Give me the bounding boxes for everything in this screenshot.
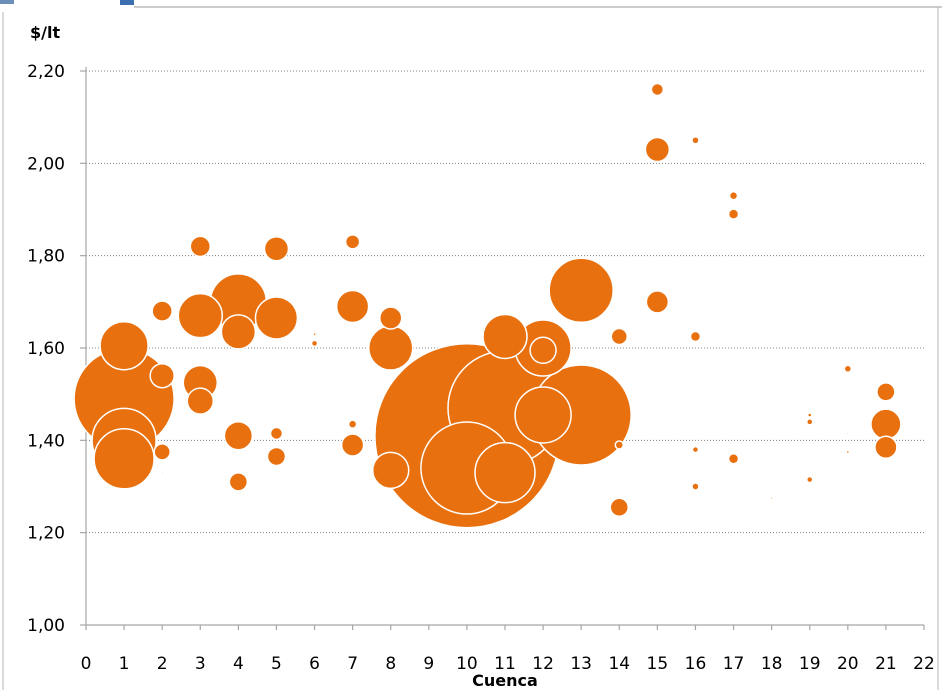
- x-tick-label: 6: [309, 654, 320, 674]
- x-tick-label: 21: [875, 654, 897, 674]
- bubble-point: [691, 136, 700, 145]
- x-tick-label: 15: [647, 654, 669, 674]
- x-tick-label: 10: [456, 654, 478, 674]
- x-tick-label: 16: [685, 654, 707, 674]
- bubble-point: [220, 314, 257, 350]
- y-tick-label: 2,00: [27, 154, 65, 174]
- y-tick-label: 1,60: [27, 339, 65, 359]
- bubble-point: [344, 234, 361, 250]
- bubble-point: [223, 420, 254, 451]
- bubble-point: [689, 330, 702, 343]
- tick-labels: 1,001,201,401,601,802,002,200 1 2 3 4 5 6 7 8 9 10…: [27, 62, 935, 674]
- x-tick-label: 22: [913, 654, 935, 674]
- bubble-point: [177, 292, 224, 339]
- x-tick-label: 4: [233, 654, 244, 674]
- bubble-point: [805, 475, 814, 484]
- bubble-point: [876, 382, 896, 402]
- bubble-point: [609, 497, 630, 518]
- bubble-point: [340, 433, 365, 457]
- x-tick-label: 5: [271, 654, 282, 674]
- bubble-point: [254, 296, 299, 340]
- bubble-point: [93, 428, 155, 490]
- bubble-point: [99, 320, 149, 371]
- x-tick-label: 19: [799, 654, 821, 674]
- bubble-point: [263, 235, 290, 262]
- bubble-point: [769, 496, 774, 500]
- bubbles: [73, 82, 902, 529]
- bubble-point: [805, 418, 814, 426]
- bubble-point: [312, 331, 317, 337]
- bubble-point: [153, 443, 171, 461]
- bubble-point: [269, 426, 284, 441]
- bubble-point: [228, 472, 249, 492]
- bubble-point: [266, 446, 287, 467]
- bubble-point: [843, 364, 853, 374]
- bubble-point: [482, 313, 528, 360]
- bubble-point: [728, 190, 739, 201]
- bubble-point: [514, 386, 572, 444]
- x-tick-label: 18: [761, 654, 783, 674]
- bubble-point: [644, 136, 671, 163]
- y-tick-label: 2,20: [27, 62, 65, 82]
- y-tick-label: 1,80: [27, 247, 65, 267]
- bubble-point: [312, 420, 317, 424]
- x-tick-label: 9: [423, 654, 434, 674]
- x-tick-label: 17: [723, 654, 745, 674]
- bubble-point: [691, 445, 700, 454]
- bubble-point: [186, 387, 215, 415]
- bubble-point: [691, 482, 700, 491]
- bubble-point: [645, 290, 670, 314]
- x-tick-label: 7: [347, 654, 358, 674]
- bubble-point: [347, 419, 358, 429]
- header-fragment-left: [0, 0, 14, 4]
- bubble-point: [310, 339, 319, 348]
- x-tick-label: 8: [385, 654, 396, 674]
- x-tick-label: 12: [532, 654, 554, 674]
- x-axis-title: Cuenca: [472, 671, 538, 690]
- axes: [80, 67, 925, 630]
- y-axis-title: $/lt: [30, 23, 60, 42]
- x-tick-label: 13: [570, 654, 592, 674]
- x-tick-label: 1: [119, 654, 130, 674]
- bubble-point: [548, 257, 614, 324]
- bubble-point: [727, 453, 740, 465]
- bubble-point: [474, 441, 536, 504]
- bubble-point: [846, 431, 850, 436]
- bubble-point: [870, 408, 902, 440]
- bubble-point: [650, 82, 665, 97]
- bubble-point: [529, 336, 557, 365]
- bubble-point: [610, 327, 629, 346]
- bubble-point: [367, 325, 414, 371]
- bubble-point: [874, 435, 898, 460]
- bubble-point: [614, 440, 625, 450]
- y-tick-label: 1,20: [27, 524, 65, 544]
- y-tick-label: 1,40: [27, 431, 65, 451]
- x-tick-label: 2: [157, 654, 168, 674]
- bubble-point: [160, 470, 164, 475]
- bubble-point: [149, 362, 175, 389]
- x-tick-label: 20: [837, 654, 859, 674]
- bubble-point: [151, 300, 173, 322]
- header-fragment-accent: [120, 0, 134, 5]
- bubble-point: [335, 289, 370, 324]
- bubble-point: [806, 412, 813, 418]
- bubble-point: [189, 235, 212, 258]
- bubble-point: [845, 449, 851, 455]
- bubble-point: [727, 208, 740, 220]
- x-tick-label: 3: [195, 654, 206, 674]
- x-tick-label: 11: [494, 654, 516, 674]
- x-tick-label: 14: [608, 654, 630, 674]
- bubble-point: [378, 306, 403, 330]
- x-tick-label: 0: [81, 654, 92, 674]
- bubble-point: [371, 451, 410, 490]
- y-tick-label: 1,00: [27, 616, 65, 636]
